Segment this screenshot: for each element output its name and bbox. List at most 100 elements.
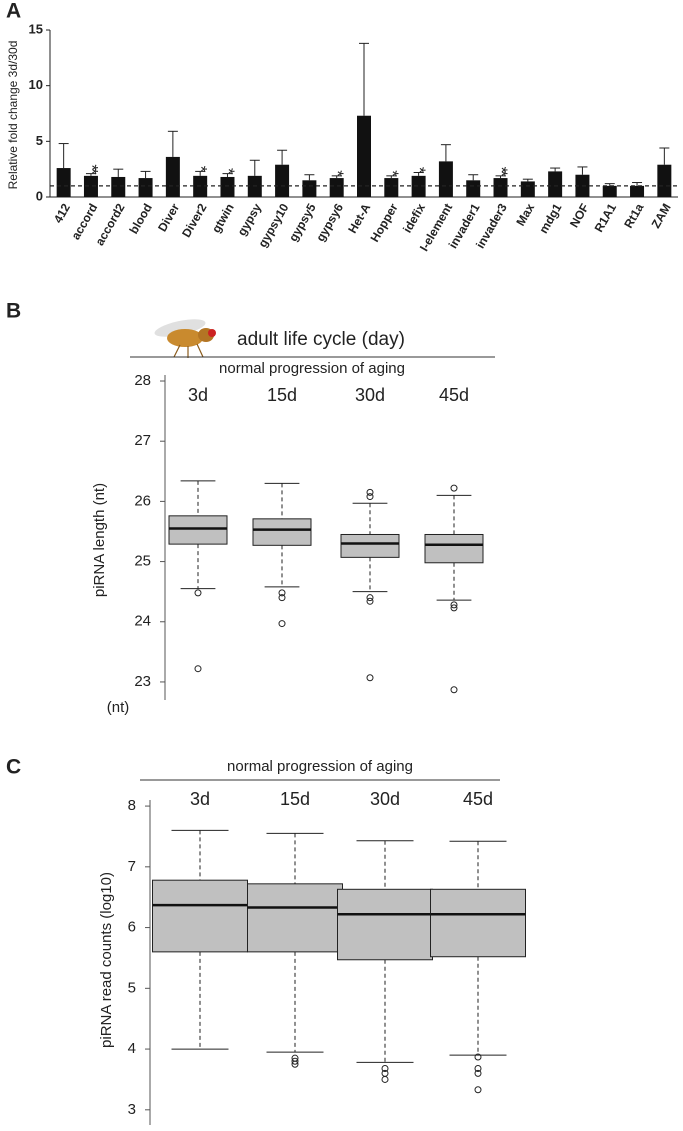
x-tick-label: NOF: [567, 201, 592, 230]
bar: [630, 185, 645, 197]
bar: [165, 156, 180, 197]
bar: [520, 181, 535, 197]
subtitle: normal progression of aging: [227, 758, 413, 775]
bar: [111, 176, 126, 197]
bar: [138, 178, 153, 197]
outlier: [366, 597, 374, 605]
category-label: 30d: [355, 385, 385, 405]
panel-label: A: [6, 0, 21, 23]
x-tick-label: Rt1a: [621, 201, 646, 231]
outlier: [366, 488, 374, 496]
outlier: [450, 601, 458, 609]
category-label: 45d: [439, 385, 469, 405]
category-label: 15d: [267, 385, 297, 405]
box: [168, 515, 228, 545]
outlier: [450, 604, 458, 612]
outlier: [450, 686, 458, 694]
y-tick-label: 3: [128, 1101, 136, 1118]
box: [252, 518, 312, 546]
y-tick-label: 6: [128, 919, 136, 936]
significance-mark: **: [492, 167, 511, 178]
x-tick-label: gypsy6: [313, 201, 346, 244]
bar: [493, 178, 508, 197]
outlier: [381, 1065, 389, 1073]
y-axis-label: piRNA length (nt): [91, 483, 108, 597]
bar: [302, 180, 317, 197]
y-tick-label: 5: [36, 133, 43, 148]
y-unit: (nt): [107, 699, 130, 716]
outlier: [474, 1053, 482, 1061]
x-tick-label: gtwin: [209, 201, 237, 235]
bar: [548, 171, 563, 197]
outlier: [366, 594, 374, 602]
x-tick-label: idefix: [400, 201, 428, 235]
significance-mark: *: [328, 170, 347, 177]
significance-mark: **: [82, 164, 101, 175]
box: [430, 888, 526, 958]
outlier: [291, 1060, 299, 1068]
box: [247, 883, 343, 953]
subtitle: normal progression of aging: [219, 360, 405, 377]
bar: [438, 161, 453, 197]
box: [340, 533, 400, 558]
outlier: [474, 1065, 482, 1073]
outlier: [194, 589, 202, 597]
outlier: [278, 620, 286, 628]
significance-mark: *: [383, 170, 402, 177]
x-tick-label: R1A1: [592, 201, 620, 235]
y-tick-label: 5: [128, 979, 136, 996]
x-tick-label: gypsy: [235, 201, 265, 238]
category-label: 3d: [188, 385, 208, 405]
y-tick-label: 15: [29, 21, 43, 36]
bar: [657, 164, 672, 197]
y-tick-label: 7: [128, 858, 136, 875]
outlier: [278, 594, 286, 602]
bar: [275, 164, 290, 197]
x-tick-label: ZAM: [649, 201, 674, 231]
x-tick-label: mdg1: [536, 201, 564, 236]
x-tick-label: blood: [126, 201, 154, 236]
outlier: [474, 1086, 482, 1094]
outlier: [278, 589, 286, 597]
outlier: [474, 1069, 482, 1077]
bar: [357, 115, 371, 197]
significance-mark: *: [410, 167, 429, 174]
bar: [220, 176, 235, 197]
significance-mark: *: [219, 168, 238, 175]
panel-label: C: [6, 756, 21, 779]
x-tick-label: Hopper: [368, 201, 401, 245]
outlier: [381, 1075, 389, 1083]
y-tick-label: 25: [134, 553, 151, 570]
category-label: 45d: [463, 789, 493, 809]
panel-label: B: [6, 300, 21, 323]
bar: [411, 175, 426, 197]
chart-title: adult life cycle (day): [237, 329, 405, 350]
bar: [83, 175, 98, 197]
bar: [602, 185, 617, 197]
x-tick-label: Max: [513, 201, 537, 228]
x-tick-label: Het-A: [345, 201, 373, 236]
significance-mark: *: [192, 166, 211, 173]
box: [337, 888, 433, 961]
y-tick-label: 4: [128, 1040, 136, 1057]
outlier: [366, 674, 374, 682]
x-tick-label: Diver: [155, 201, 182, 234]
y-tick-label: 27: [134, 432, 151, 449]
box: [152, 879, 248, 953]
y-axis-label: piRNA read counts (log10): [98, 872, 115, 1048]
bar: [384, 178, 399, 197]
y-tick-label: 26: [134, 492, 151, 509]
y-tick-label: 28: [134, 372, 151, 389]
x-tick-label: 412: [51, 201, 73, 226]
bar: [466, 180, 481, 197]
y-tick-label: 24: [134, 613, 151, 630]
category-label: 3d: [190, 789, 210, 809]
y-tick-label: 10: [29, 77, 43, 92]
box: [424, 533, 484, 564]
category-label: 15d: [280, 789, 310, 809]
y-tick-label: 23: [134, 673, 151, 690]
x-tick-label: Diver2: [179, 201, 210, 240]
fly-icon: [154, 319, 216, 358]
bar: [329, 178, 344, 197]
